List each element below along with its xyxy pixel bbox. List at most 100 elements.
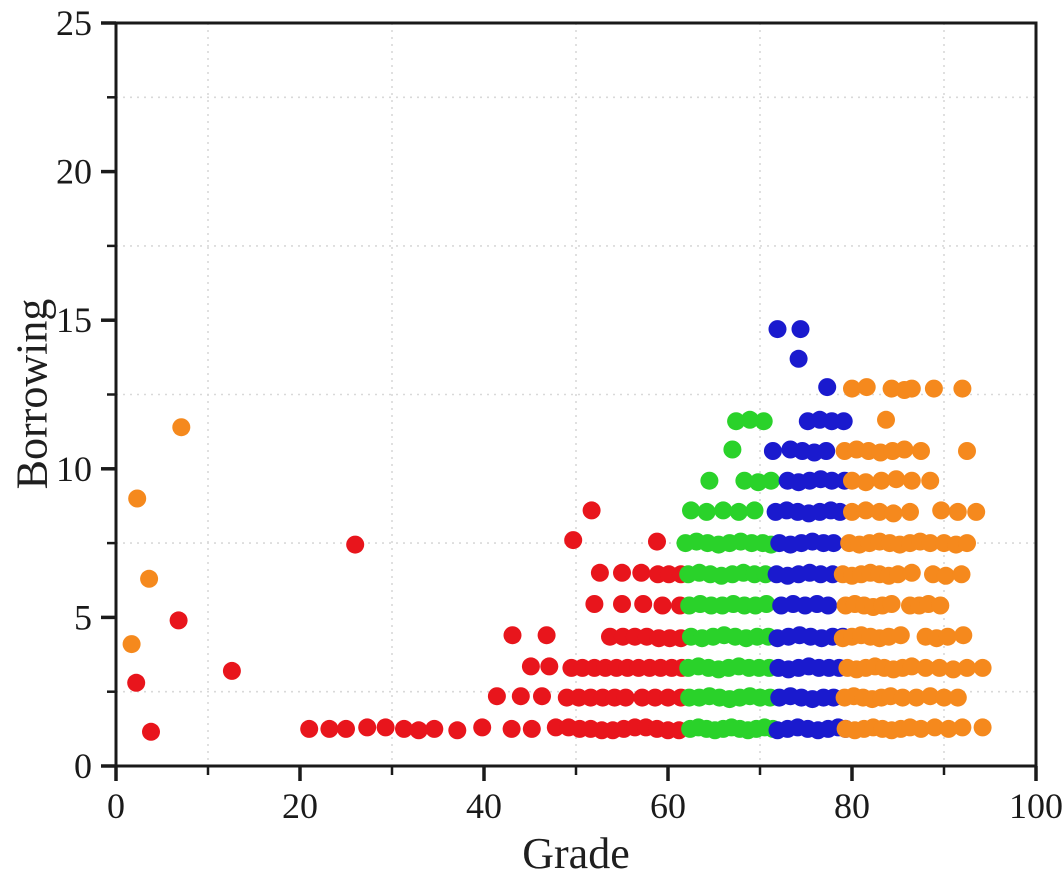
data-point-grade-band-orange <box>856 501 875 520</box>
data-point-grade-band-orange <box>891 626 910 645</box>
data-point-grade-band-red <box>613 595 631 613</box>
x-tick-label: 40 <box>466 786 502 826</box>
data-point-grade-band-red <box>448 721 467 740</box>
data-point-grade-band-red <box>502 719 521 738</box>
data-point-grade-band-green <box>700 471 719 490</box>
x-tick-label: 100 <box>1009 786 1063 826</box>
data-point-grade-band-green <box>735 471 754 490</box>
data-point-grade-band-green <box>745 501 764 520</box>
data-point-grade-band-orange <box>953 718 972 737</box>
data-point-grade-band-red <box>487 687 506 706</box>
y-tick-label: 10 <box>56 449 92 489</box>
data-point-grade-band-red <box>521 657 540 676</box>
data-point-grade-band-green <box>727 412 746 431</box>
data-point-grade-band-orange <box>902 379 921 398</box>
data-point-grade-band-red <box>540 657 559 676</box>
data-point-grade-band-red <box>616 688 635 707</box>
data-point-grade-band-orange <box>857 378 876 397</box>
data-point-grade-band-orange <box>877 410 895 429</box>
data-point-grade-band-green <box>714 501 733 520</box>
data-point-grade-band-red <box>537 626 556 645</box>
data-point-grade-band-red <box>127 673 146 692</box>
data-point-grade-band-red <box>632 563 651 582</box>
data-point-grade-band-green <box>762 471 780 490</box>
data-point-grade-band-red <box>582 501 601 520</box>
data-point-grade-band-green <box>697 502 716 521</box>
data-point-grade-band-red <box>653 596 672 615</box>
y-tick-label: 25 <box>56 3 92 43</box>
data-point-grade-band-red <box>376 718 395 737</box>
data-point-grade-band-orange <box>958 442 976 460</box>
data-point-grade-band-orange <box>930 658 949 677</box>
x-tick-label: 80 <box>834 786 870 826</box>
data-point-grade-band-orange <box>921 687 940 706</box>
data-point-grade-band-orange <box>939 719 958 738</box>
data-point-grade-band-orange <box>912 719 930 738</box>
x-axis-title: Grade <box>522 829 630 872</box>
y-tick-label: 0 <box>74 746 92 786</box>
data-point-grade-band-orange <box>907 688 926 707</box>
data-point-grade-band-green <box>757 595 776 613</box>
data-point-grade-band-blue <box>763 442 782 460</box>
data-point-grade-band-orange <box>912 442 930 460</box>
data-point-grade-band-green <box>682 501 700 520</box>
data-point-grade-band-orange <box>843 502 861 521</box>
data-point-grade-band-red <box>659 688 677 707</box>
data-point-grade-band-orange <box>973 658 992 677</box>
data-point-grade-band-red <box>395 719 413 738</box>
data-point-grade-band-orange <box>935 688 953 707</box>
data-point-grade-band-red <box>169 611 188 630</box>
data-point-grade-band-orange <box>931 596 950 615</box>
data-point-grade-band-red <box>613 563 631 582</box>
data-point-grade-band-orange <box>921 471 940 490</box>
data-point-grade-band-blue <box>822 471 841 490</box>
y-axis-title: Borrowing <box>7 298 57 490</box>
data-point-grade-band-orange <box>140 569 159 588</box>
data-point-grade-band-orange <box>870 502 889 521</box>
data-point-grade-band-red <box>503 626 522 645</box>
data-point-grade-band-orange <box>938 627 957 646</box>
data-point-grade-band-orange <box>902 657 921 676</box>
data-point-grade-band-orange <box>887 470 906 489</box>
data-point-grade-band-orange <box>916 658 935 677</box>
data-point-grade-band-red <box>601 627 619 646</box>
data-point-grade-band-orange <box>954 626 973 645</box>
data-point-grade-band-red <box>522 719 541 738</box>
data-point-grade-band-blue <box>824 534 843 553</box>
data-point-grade-band-green <box>754 412 773 431</box>
data-point-grade-band-orange <box>893 688 912 707</box>
y-tick-label: 20 <box>56 152 92 192</box>
data-point-grade-band-blue <box>768 320 787 339</box>
data-point-grade-band-orange <box>932 501 951 520</box>
data-point-grade-band-blue <box>818 378 837 397</box>
data-point-grade-band-orange <box>944 660 963 679</box>
data-point-grade-band-red <box>320 719 339 738</box>
x-tick-label: 0 <box>107 786 125 826</box>
data-point-grade-band-orange <box>843 471 861 490</box>
data-point-grade-band-red <box>634 595 653 613</box>
data-point-grade-band-orange <box>958 534 976 553</box>
data-point-grade-band-orange <box>884 504 903 523</box>
data-point-grade-band-orange <box>936 566 955 585</box>
data-point-grade-band-blue <box>817 442 836 460</box>
data-point-grade-band-red <box>337 719 355 738</box>
data-point-grade-band-orange <box>924 379 943 398</box>
data-point-grade-band-orange <box>128 489 147 508</box>
data-point-grade-band-green <box>740 410 759 429</box>
data-point-grade-band-red <box>590 563 609 582</box>
data-point-grade-band-orange <box>948 502 967 521</box>
data-point-grade-band-red <box>585 595 604 613</box>
data-point-grade-band-red <box>409 721 428 740</box>
data-point-grade-band-red <box>425 719 444 738</box>
data-point-grade-band-blue <box>819 596 838 615</box>
data-point-grade-band-red <box>546 718 565 737</box>
data-point-grade-band-orange <box>901 502 919 521</box>
data-point-grade-band-red <box>222 661 241 680</box>
data-point-grade-band-orange <box>856 473 875 492</box>
x-tick-label: 20 <box>282 786 318 826</box>
data-point-grade-band-red <box>646 688 665 707</box>
data-point-grade-band-red <box>564 531 583 550</box>
data-point-grade-band-red <box>346 535 365 554</box>
